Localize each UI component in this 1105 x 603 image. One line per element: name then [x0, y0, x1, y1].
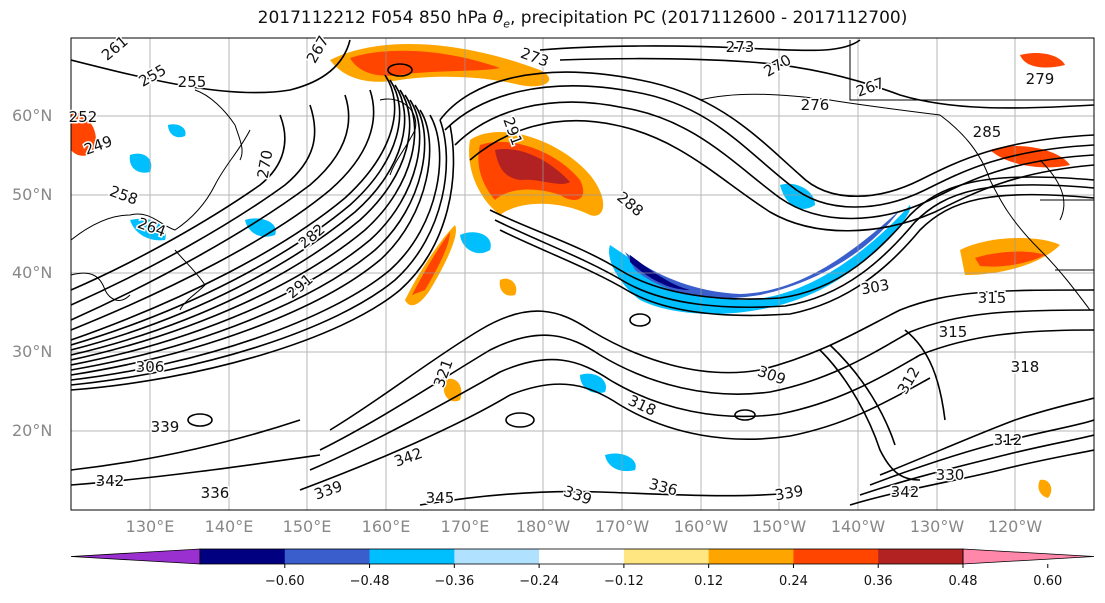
- lat-label-30n: 30°N: [12, 342, 53, 361]
- colorbar-tick-label: 0.36: [863, 574, 893, 589]
- colorbar-tick-label: 0.12: [694, 574, 724, 589]
- lon-label-120w: 120°W: [987, 517, 1043, 536]
- contour-label: 339: [151, 418, 180, 436]
- lon-label-140w: 140°W: [830, 517, 886, 536]
- lat-label-40n: 40°N: [12, 263, 53, 282]
- contour-label: 345: [426, 489, 455, 507]
- precip-shading: [71, 43, 1070, 498]
- lon-label-140e: 140°E: [204, 517, 254, 536]
- contour-label: 342: [96, 472, 125, 490]
- colorbar-swatch: [878, 549, 964, 564]
- figure-title: 2017112212 F054 850 hPa θe, precipitatio…: [257, 8, 908, 31]
- colorbar-extend-high: [962, 548, 1095, 565]
- colorbar-swatch: [369, 549, 455, 564]
- map-area: [71, 38, 1094, 510]
- lon-label-160e: 160°E: [361, 517, 411, 536]
- colorbar-tick-label: 0.48: [948, 574, 978, 589]
- colorbar-tick-label: −0.48: [349, 574, 390, 589]
- contour-label: 315: [978, 289, 1007, 307]
- colorbar-extend-low: [70, 548, 201, 565]
- lon-label-170w: 170°W: [594, 517, 650, 536]
- lon-label-150e: 150°E: [282, 517, 332, 536]
- colorbar-swatch: [284, 549, 371, 564]
- lon-label-150w: 150°W: [751, 517, 807, 536]
- contour-label: 255: [178, 73, 207, 91]
- contour-label: 276: [801, 96, 830, 114]
- contour-label: 306: [136, 358, 165, 376]
- colorbar-tick-label: −0.24: [519, 574, 560, 589]
- contour-label: 342: [891, 483, 920, 501]
- contour-label: 285: [973, 123, 1002, 141]
- colorbar-swatch: [454, 549, 540, 564]
- colorbar-swatch: [708, 549, 794, 564]
- colorbar-tick-label: −0.60: [264, 574, 305, 589]
- lon-label-180w: 180°W: [515, 517, 571, 536]
- contour-label: 252: [69, 108, 98, 126]
- theta-e-contours: [71, 39, 1094, 506]
- colorbar-swatch: [623, 549, 710, 564]
- lon-label-170e: 170°E: [440, 517, 490, 536]
- map-frame: [70, 37, 1095, 511]
- colorbar-swatch: [539, 549, 625, 564]
- contour-label: 279: [1026, 70, 1055, 88]
- colorbar-tick-label: 0.60: [1033, 574, 1063, 589]
- colorbar-swatch: [200, 549, 286, 564]
- colorbar-tick-label: −0.12: [603, 574, 644, 589]
- lon-label-130w: 130°W: [909, 517, 965, 536]
- colorbar-tick-label: 0.24: [778, 574, 808, 589]
- contour-label: 312: [994, 431, 1023, 449]
- contour-label: 330: [936, 466, 965, 484]
- colorbar-swatch: [793, 549, 879, 564]
- lon-label-160w: 160°W: [673, 517, 729, 536]
- lat-label-20n: 20°N: [12, 421, 53, 440]
- colorbar-tick-label: −0.36: [434, 574, 475, 589]
- colorbar-frame: [199, 548, 964, 565]
- lat-label-50n: 50°N: [12, 185, 53, 204]
- contour-label: 273: [726, 38, 755, 56]
- contour-label: 336: [201, 484, 230, 502]
- lon-label-130e: 130°E: [125, 517, 175, 536]
- colorbar: [70, 548, 1095, 568]
- contour-label: 315: [939, 323, 968, 341]
- contour-label: 318: [1011, 358, 1040, 376]
- lat-label-60n: 60°N: [12, 106, 53, 125]
